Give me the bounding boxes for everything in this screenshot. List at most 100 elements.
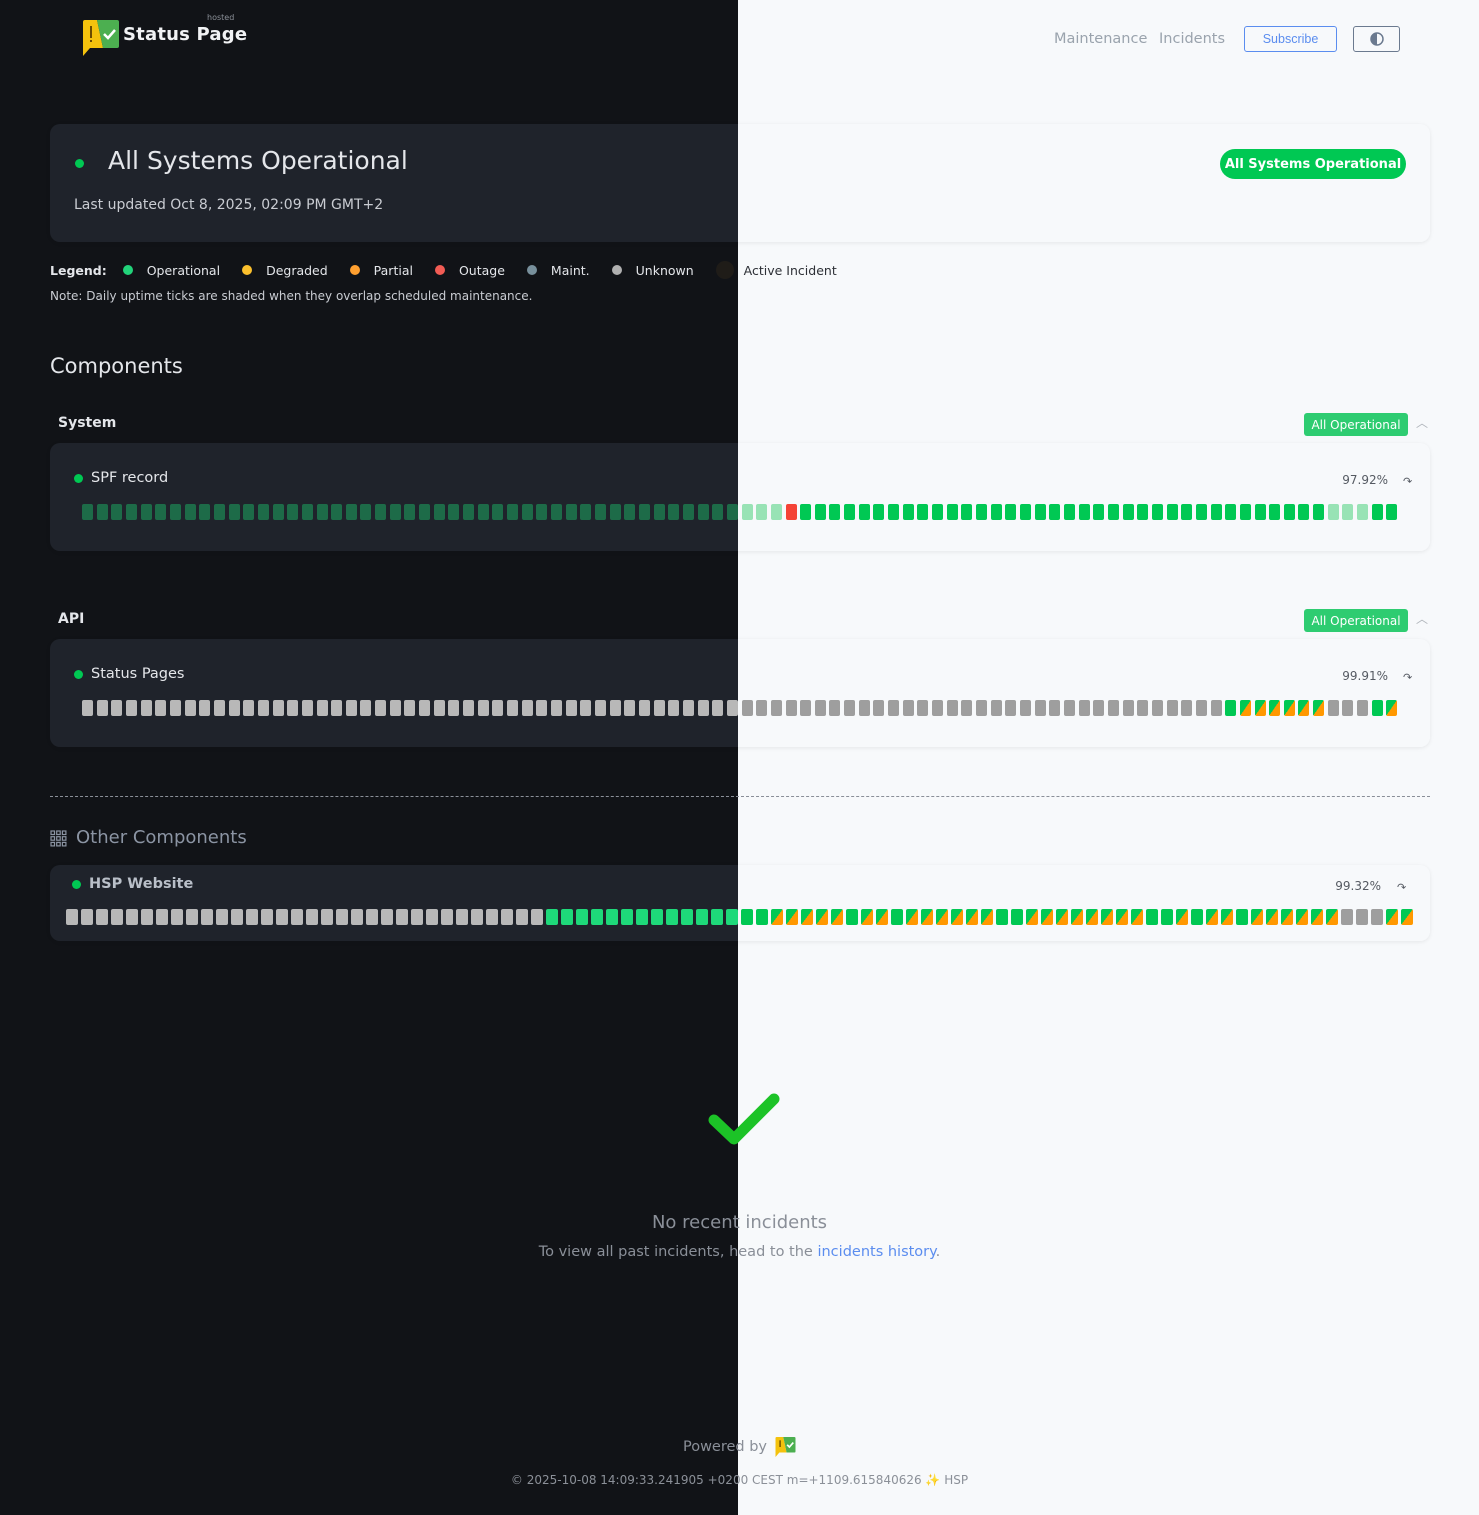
uptime-tick-shaded[interactable]: [287, 504, 299, 520]
uptime-tick-shaded[interactable]: [770, 504, 782, 520]
uptime-tick-shaded[interactable]: [492, 504, 504, 520]
uptime-tick-unknown[interactable]: [426, 909, 438, 925]
uptime-tick-shaded[interactable]: [184, 504, 196, 520]
uptime-tick-unknown[interactable]: [1005, 700, 1017, 716]
uptime-tick-shaded[interactable]: [448, 504, 460, 520]
uptime-tick-shaded[interactable]: [741, 504, 753, 520]
uptime-tick-unknown[interactable]: [66, 909, 78, 925]
uptime-tick-unknown[interactable]: [580, 700, 592, 716]
uptime-tick-unknown[interactable]: [96, 700, 108, 716]
uptime-tick-shaded[interactable]: [712, 504, 724, 520]
uptime-tick-operational[interactable]: [946, 504, 958, 520]
uptime-tick-unknown[interactable]: [946, 700, 958, 716]
uptime-tick-unknown[interactable]: [785, 700, 797, 716]
nav-incidents[interactable]: Incidents: [1159, 31, 1226, 47]
uptime-tick-unknown[interactable]: [396, 909, 408, 925]
uptime-tick-shaded[interactable]: [624, 504, 636, 520]
uptime-tick-split[interactable]: [771, 909, 783, 925]
uptime-tick-shaded[interactable]: [228, 504, 240, 520]
uptime-tick-shaded[interactable]: [96, 504, 108, 520]
uptime-tick-shaded[interactable]: [125, 504, 137, 520]
uptime-tick-unknown[interactable]: [201, 909, 213, 925]
uptime-tick-shaded[interactable]: [419, 504, 431, 520]
uptime-tick-unknown[interactable]: [1063, 700, 1075, 716]
uptime-tick-unknown[interactable]: [156, 909, 168, 925]
uptime-tick-shaded[interactable]: [609, 504, 621, 520]
uptime-tick-split[interactable]: [1206, 909, 1218, 925]
uptime-tick-unknown[interactable]: [1151, 700, 1163, 716]
uptime-tick-unknown[interactable]: [375, 700, 387, 716]
uptime-tick-shaded[interactable]: [638, 504, 650, 520]
uptime-tick-unknown[interactable]: [477, 700, 489, 716]
uptime-tick-operational[interactable]: [1166, 504, 1178, 520]
uptime-tick-unknown[interactable]: [1327, 700, 1339, 716]
uptime-tick-shaded[interactable]: [1327, 504, 1339, 520]
uptime-tick-operational[interactable]: [990, 504, 1002, 520]
uptime-tick-unknown[interactable]: [126, 909, 138, 925]
uptime-tick-unknown[interactable]: [261, 909, 273, 925]
uptime-tick-shaded[interactable]: [521, 504, 533, 520]
uptime-tick-shaded[interactable]: [82, 504, 93, 520]
uptime-tick-operational[interactable]: [1236, 909, 1248, 925]
uptime-tick-split[interactable]: [1386, 700, 1398, 716]
uptime-tick-unknown[interactable]: [565, 700, 577, 716]
uptime-tick-unknown[interactable]: [243, 700, 255, 716]
uptime-tick-unknown[interactable]: [1181, 700, 1193, 716]
uptime-tick-operational[interactable]: [1191, 909, 1203, 925]
uptime-tick-operational[interactable]: [1034, 504, 1046, 520]
uptime-tick-unknown[interactable]: [199, 700, 211, 716]
uptime-tick-unknown[interactable]: [276, 909, 288, 925]
uptime-tick-unknown[interactable]: [186, 909, 198, 925]
uptime-tick-split[interactable]: [831, 909, 843, 925]
uptime-tick-split[interactable]: [921, 909, 933, 925]
uptime-tick-unknown[interactable]: [961, 700, 973, 716]
uptime-tick-operational[interactable]: [932, 504, 944, 520]
uptime-tick-unknown[interactable]: [594, 700, 606, 716]
uptime-tick-operational[interactable]: [1210, 504, 1222, 520]
uptime-tick-operational[interactable]: [1107, 504, 1119, 520]
uptime-tick-split[interactable]: [1026, 909, 1038, 925]
uptime-tick-shaded[interactable]: [316, 504, 328, 520]
uptime-tick-shaded[interactable]: [257, 504, 269, 520]
uptime-tick-split[interactable]: [1071, 909, 1083, 925]
uptime-tick-operational[interactable]: [561, 909, 573, 925]
uptime-tick-unknown[interactable]: [448, 700, 460, 716]
uptime-tick-unknown[interactable]: [976, 700, 988, 716]
uptime-tick-shaded[interactable]: [433, 504, 445, 520]
uptime-tick-shaded[interactable]: [272, 504, 284, 520]
uptime-tick-operational[interactable]: [829, 504, 841, 520]
uptime-tick-operational[interactable]: [546, 909, 558, 925]
uptime-tick-unknown[interactable]: [917, 700, 929, 716]
uptime-tick-operational[interactable]: [844, 504, 856, 520]
uptime-tick-shaded[interactable]: [682, 504, 694, 520]
uptime-tick-unknown[interactable]: [336, 909, 348, 925]
uptime-tick-operational[interactable]: [1225, 700, 1237, 716]
chevron-up-icon[interactable]: ︿: [1416, 416, 1429, 430]
uptime-tick-unknown[interactable]: [246, 909, 258, 925]
logo-icon[interactable]: [775, 1437, 796, 1457]
uptime-tick-operational[interactable]: [1313, 504, 1325, 520]
uptime-tick-operational[interactable]: [1254, 504, 1266, 520]
uptime-tick-shaded[interactable]: [169, 504, 181, 520]
uptime-tick-unknown[interactable]: [389, 700, 401, 716]
uptime-tick-unknown[interactable]: [712, 700, 724, 716]
uptime-tick-shaded[interactable]: [463, 504, 475, 520]
uptime-tick-operational[interactable]: [917, 504, 929, 520]
uptime-tick-split[interactable]: [981, 909, 993, 925]
uptime-tick-operational[interactable]: [1161, 909, 1173, 925]
uptime-tick-split[interactable]: [1239, 700, 1251, 716]
uptime-tick-split[interactable]: [786, 909, 798, 925]
uptime-tick-operational[interactable]: [606, 909, 618, 925]
nav-maintenance[interactable]: Maintenance: [1054, 31, 1148, 47]
uptime-tick-unknown[interactable]: [1049, 700, 1061, 716]
uptime-tick-unknown[interactable]: [507, 700, 519, 716]
uptime-tick-operational[interactable]: [1020, 504, 1031, 520]
uptime-tick-operational[interactable]: [1195, 504, 1207, 520]
uptime-tick-unknown[interactable]: [411, 909, 423, 925]
uptime-tick-operational[interactable]: [976, 504, 988, 520]
uptime-tick-unknown[interactable]: [726, 700, 738, 716]
uptime-tick-unknown[interactable]: [1166, 700, 1178, 716]
uptime-tick-unknown[interactable]: [492, 700, 504, 716]
uptime-tick-split[interactable]: [1086, 909, 1098, 925]
uptime-tick-operational[interactable]: [858, 504, 870, 520]
